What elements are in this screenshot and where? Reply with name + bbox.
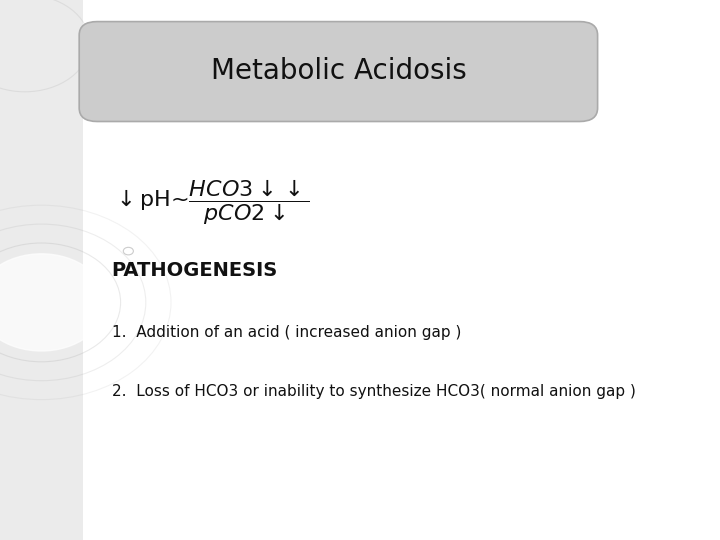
FancyBboxPatch shape [79, 22, 598, 122]
Text: Metabolic Acidosis: Metabolic Acidosis [210, 57, 467, 85]
Text: 1.  Addition of an acid ( increased anion gap ): 1. Addition of an acid ( increased anion… [112, 325, 461, 340]
Text: 2.  Loss of HCO3 or inability to synthesize HCO3( normal anion gap ): 2. Loss of HCO3 or inability to synthesi… [112, 384, 636, 399]
Text: $\downarrow$pH~$\dfrac{HCO3\downarrow\downarrow}{pCO2\downarrow}$: $\downarrow$pH~$\dfrac{HCO3\downarrow\do… [112, 178, 309, 227]
Circle shape [91, 245, 108, 258]
FancyBboxPatch shape [0, 0, 83, 540]
Circle shape [0, 254, 107, 351]
Text: PATHOGENESIS: PATHOGENESIS [112, 260, 278, 280]
